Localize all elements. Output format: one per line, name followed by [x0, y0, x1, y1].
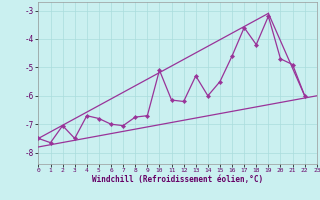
X-axis label: Windchill (Refroidissement éolien,°C): Windchill (Refroidissement éolien,°C) [92, 175, 263, 184]
